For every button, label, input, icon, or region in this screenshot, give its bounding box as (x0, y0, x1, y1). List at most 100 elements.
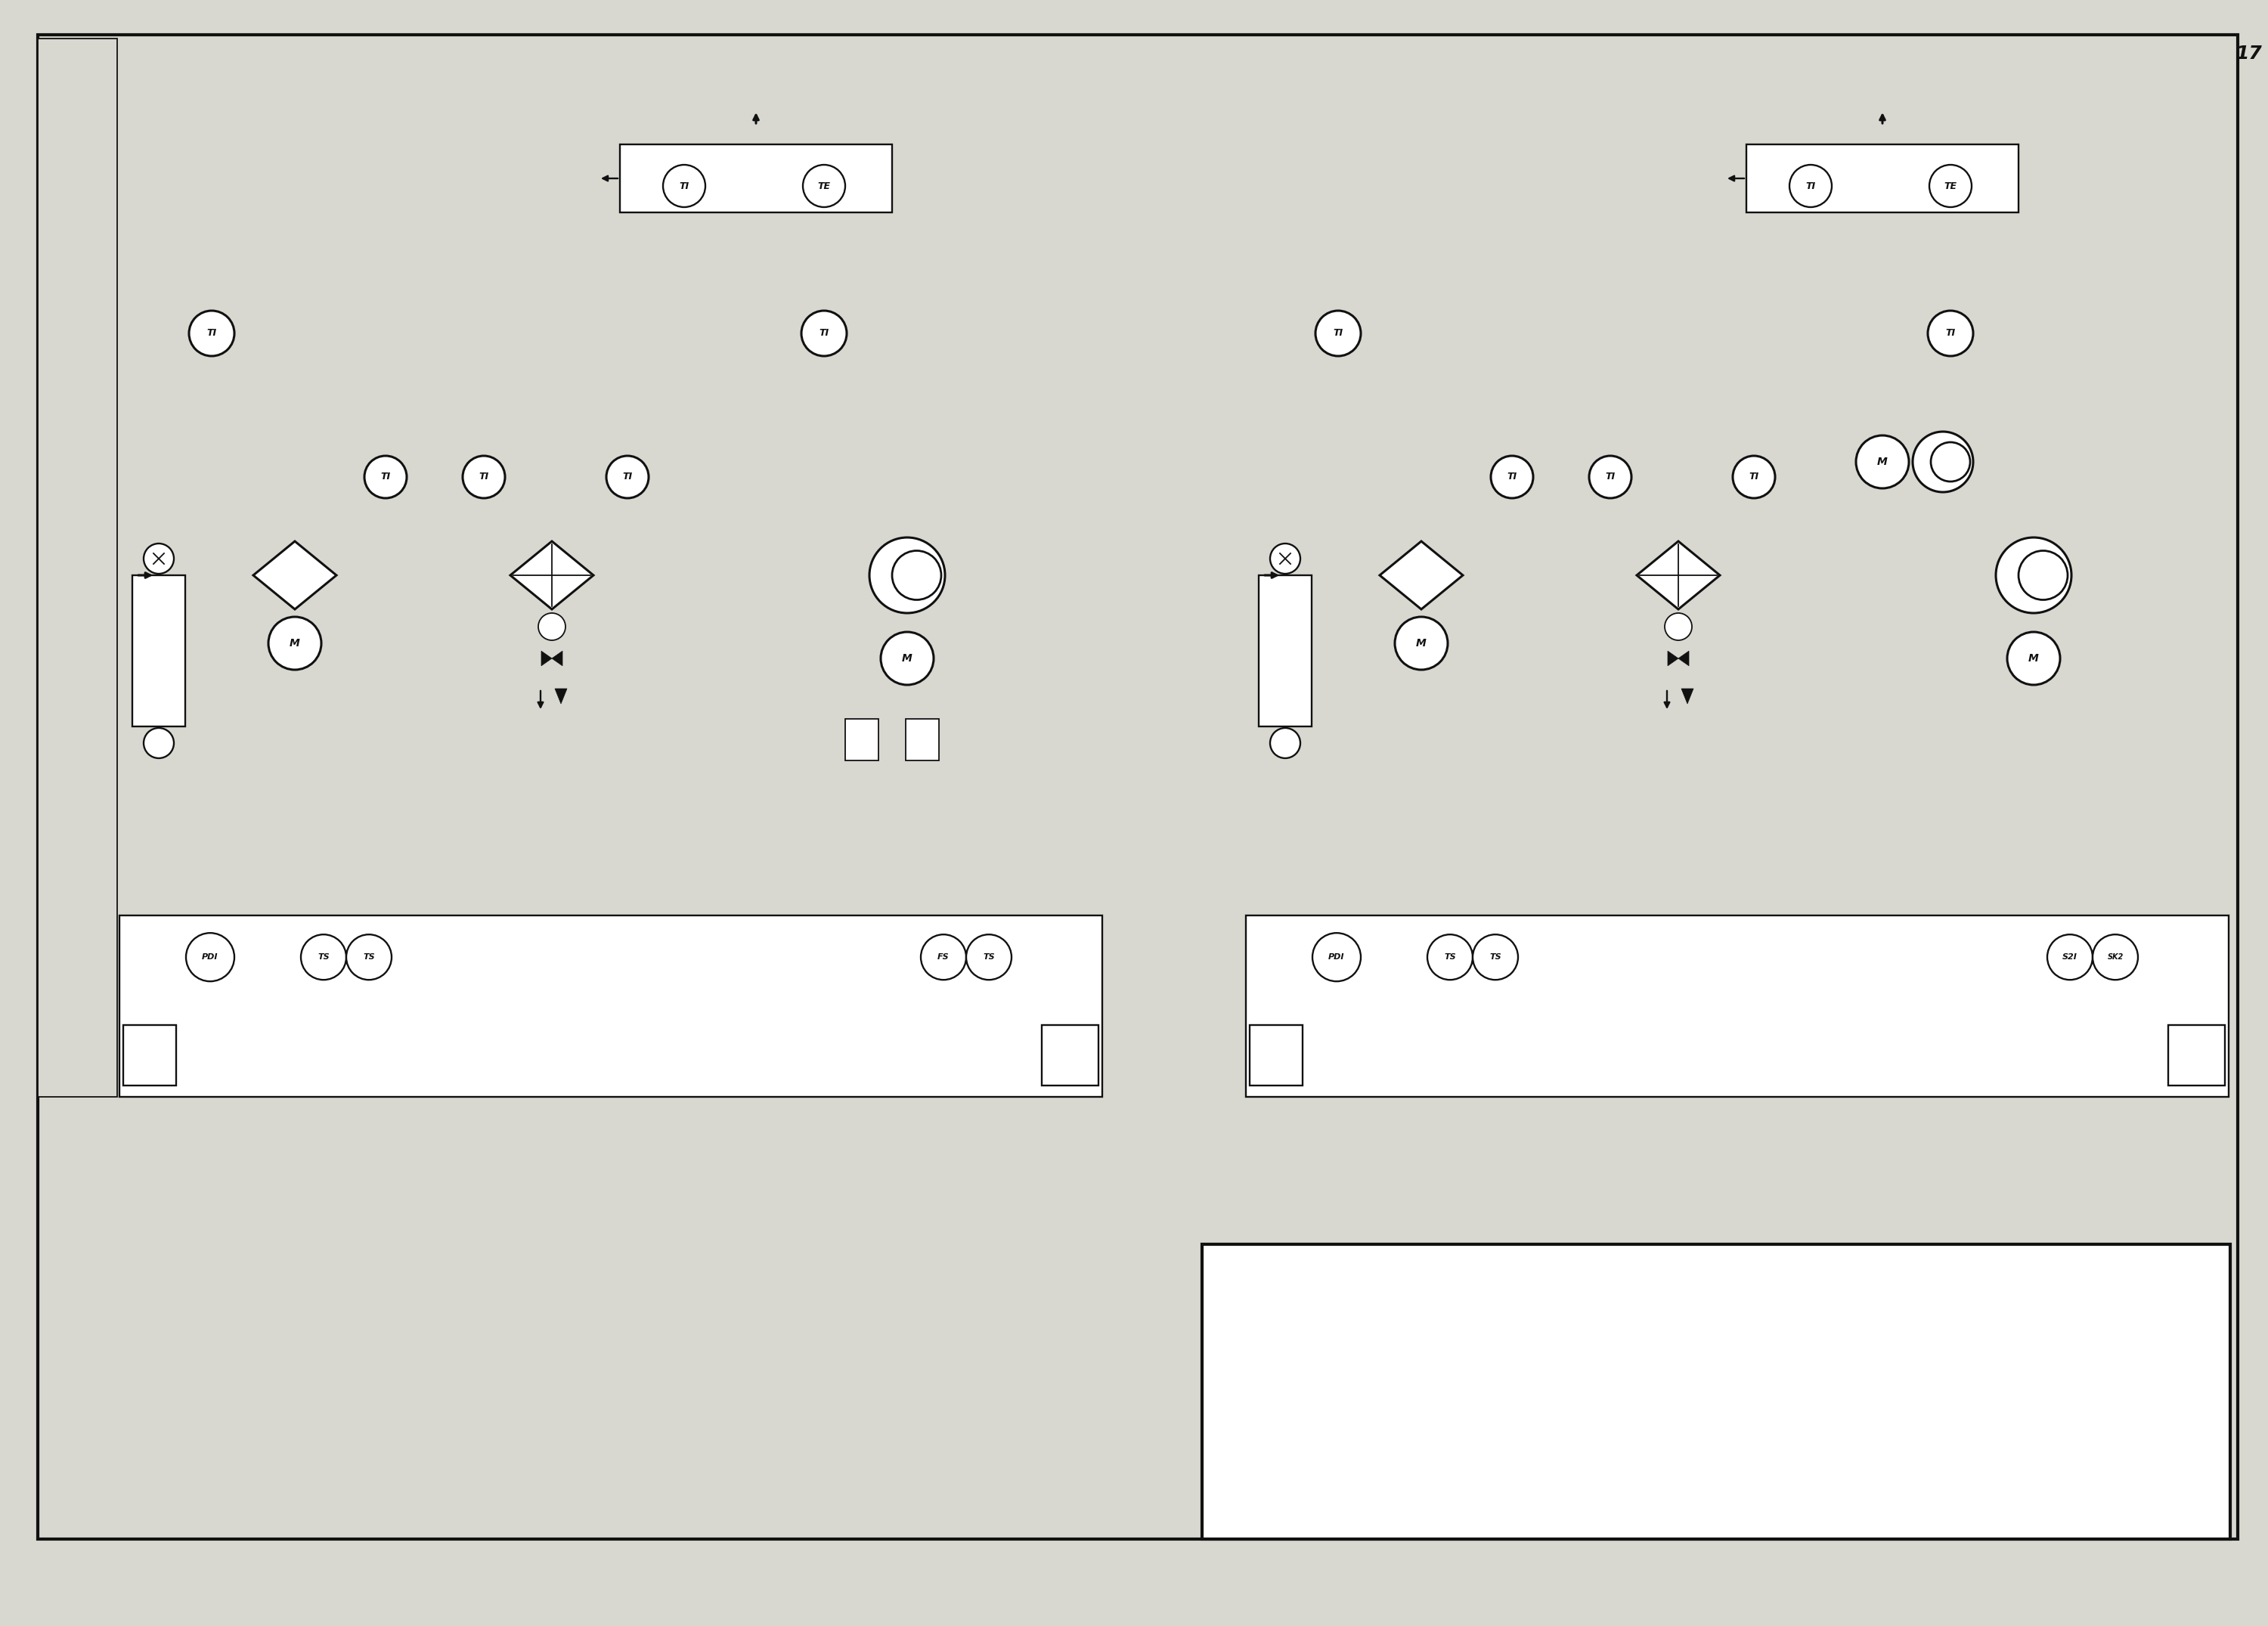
Circle shape (869, 538, 946, 613)
Text: SK2: SK2 (1442, 987, 1458, 995)
Bar (122, 1024, 177, 1086)
Text: Тж+16°С: Тж+16°С (880, 668, 889, 709)
Text: ТI: ТI (1946, 328, 1955, 338)
Polygon shape (1667, 650, 1678, 665)
Bar (1041, 1024, 1098, 1086)
Polygon shape (1678, 650, 1690, 665)
Text: Тн: Тн (1692, 678, 1703, 685)
Text: GS: GS (1270, 1041, 1284, 1047)
Text: СТАДИЯ: СТАДИЯ (1966, 1312, 1996, 1319)
Text: 15: 15 (2134, 1330, 2159, 1348)
Polygon shape (1681, 689, 1694, 704)
Text: 11.88: 11.88 (1467, 1346, 1486, 1353)
Circle shape (1733, 455, 1776, 498)
Polygon shape (1637, 541, 1719, 610)
Circle shape (143, 728, 175, 758)
Text: PBT: PBT (1061, 1059, 1080, 1067)
Text: Автоматизация приточных вентсистем: Автоматизация приточных вентсистем (1617, 1327, 1876, 1338)
Text: ТI: ТI (381, 472, 390, 481)
Text: Копировал: Краланка: Копировал: Краланка (1567, 1512, 1669, 1522)
Bar (2168, 1024, 2225, 1086)
Text: ними работа клапана на теплоносителе.: ними работа клапана на теплоносителе. (132, 1472, 365, 1481)
Text: НАЧ.ОТД.: НАЧ.ОТД. (1211, 1380, 1243, 1387)
Text: SK2: SK2 (315, 987, 331, 995)
Circle shape (1313, 933, 1361, 982)
Text: в приточную систему;: в приточную систему; (132, 1211, 265, 1221)
Circle shape (1996, 538, 2071, 613)
Circle shape (803, 164, 846, 207)
Bar (39, 39, 118, 1098)
Text: Режим управления: Режим управления (1479, 646, 1486, 732)
Text: 4. Автоматическое подключение схемы регулирования при включении при-: 4. Автоматическое подключение схемы регу… (132, 1341, 553, 1351)
Bar (120, 915, 1102, 1098)
Text: SK2: SK2 (2107, 987, 2123, 995)
Polygon shape (510, 541, 594, 610)
Text: ФИНТЕР: ФИНТЕР (1311, 1312, 1338, 1319)
Text: 5. Защита воздухонагревателя от замерзания;: 5. Защита воздухонагревателя от замерзан… (132, 1406, 390, 1416)
Text: 17: 17 (2236, 44, 2261, 63)
Text: SK3: SK3 (1488, 987, 1504, 995)
Text: Режим управления: Режим управления (352, 646, 358, 732)
Text: НИК.ПДЕТ.: НИК.ПДЕТ. (1211, 1483, 1247, 1489)
Text: Тн: Тн (1728, 683, 1735, 694)
Text: ЩИТЫ
РЕГУЛИРОВАНИЯ: ЩИТЫ РЕГУЛИРОВАНИЯ (1256, 1018, 1272, 1086)
Text: 6. Синхронизация работы воздушных клапанов и последовательная с: 6. Синхронизация работы воздушных клапан… (132, 1439, 519, 1449)
Text: ТI: ТI (1606, 472, 1615, 481)
Text: ТI: ТI (1334, 328, 1343, 338)
Text: 20÷30°С: 20÷30°С (1622, 670, 1628, 707)
Text: °С: °С (2068, 683, 2075, 694)
Text: Н.В.: Н.В. (125, 551, 145, 561)
Text: SK3: SK3 (361, 987, 376, 995)
Text: 12.88: 12.88 (1467, 1380, 1486, 1387)
Text: 2. Ограничение по минимуму температуры приточного воздуха;: 2. Ограничение по минимуму температуры п… (132, 1276, 485, 1286)
Text: 904-02-36.88: 904-02-36.88 (73, 374, 86, 460)
Text: TS: TS (1445, 953, 1456, 961)
Circle shape (2093, 935, 2139, 980)
Text: °С: °С (941, 683, 948, 694)
Text: ТI: ТI (1506, 472, 1517, 481)
Text: 28787-02: 28787-02 (2007, 1208, 2059, 1220)
Text: °С: °С (919, 741, 925, 750)
Text: 12.88: 12.88 (1467, 1415, 1486, 1421)
Circle shape (1395, 616, 1447, 670)
Circle shape (1315, 311, 1361, 356)
Circle shape (538, 613, 565, 641)
Bar (1250, 1024, 1302, 1086)
Circle shape (966, 935, 1012, 980)
Text: ТI: ТI (206, 328, 218, 338)
Polygon shape (1379, 541, 1463, 610)
Circle shape (1789, 164, 1833, 207)
Text: -Тh: -Тh (1696, 681, 1706, 696)
Text: М: М (903, 654, 912, 663)
Text: 5°С: 5°С (1547, 681, 1554, 696)
Text: GS: GS (143, 1041, 156, 1047)
Circle shape (801, 311, 846, 356)
Circle shape (1270, 728, 1300, 758)
Text: S2I: S2I (2062, 953, 2077, 961)
Polygon shape (556, 689, 567, 704)
Text: TS: TS (363, 953, 374, 961)
Text: ФОКИТЕЛЬ: ФОКИТЕЛЬ (1311, 1415, 1347, 1421)
Bar (846, 719, 878, 761)
Circle shape (921, 935, 966, 980)
Text: SK2: SK2 (2107, 953, 2123, 961)
Text: <0,3 кПа: <0,3 кПа (1395, 668, 1402, 709)
Text: - теплопроизводительности воздухонагревателя;: - теплопроизводительности воздухонагрева… (132, 1244, 413, 1254)
Text: ГЛ.СПЕЦ.: ГЛ.СПЕЦ. (1211, 1415, 1241, 1421)
Circle shape (1270, 543, 1300, 574)
Bar (905, 719, 939, 761)
Circle shape (1665, 613, 1692, 641)
Text: KB1: KB1 (1268, 1059, 1286, 1067)
Text: Н.КОНТР.: Н.КОНТР. (1211, 1346, 1243, 1353)
Text: 5°С: 5°С (420, 681, 426, 696)
Circle shape (2048, 935, 2093, 980)
Text: ТI: ТI (819, 328, 830, 338)
Text: ЕВТЕХВА: ЕВТЕХВА (1311, 1346, 1340, 1353)
Text: TS: TS (982, 953, 996, 961)
Text: PBT: PBT (2189, 1041, 2204, 1047)
Text: ТI: ТI (1805, 180, 1817, 190)
Circle shape (1490, 455, 1533, 498)
Text: <0,3 кПа: <0,3 кПа (268, 668, 277, 709)
Text: САНТЕХПРОЕКТ: САНТЕХПРОЕКТ (2000, 1415, 2143, 1429)
Text: Формат: А2: Формат: А2 (2143, 1512, 2198, 1522)
